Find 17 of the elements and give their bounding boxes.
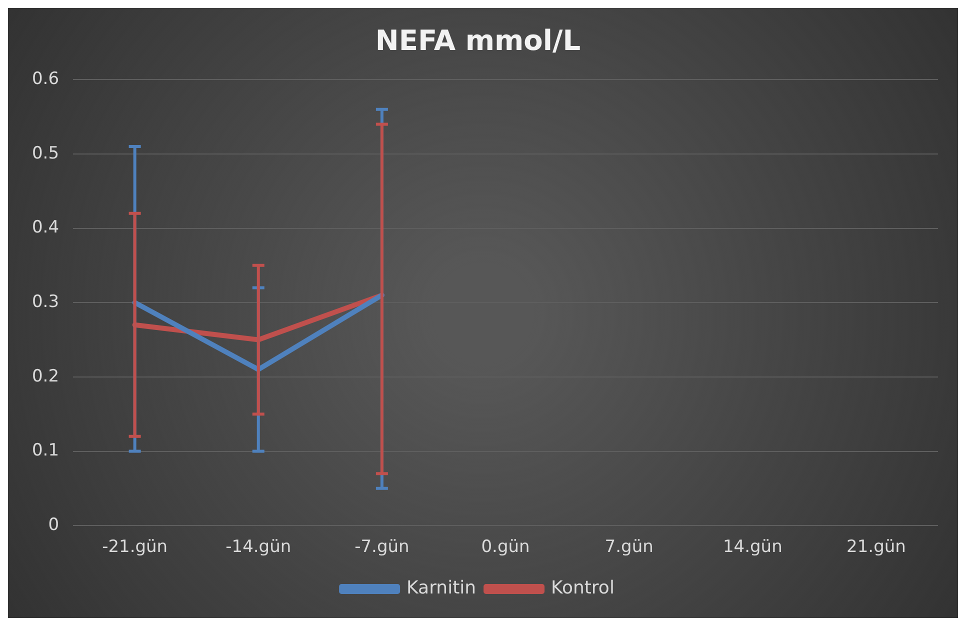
chart-title: NEFA mmol/L [375, 24, 581, 58]
x-tick-label: 14.gün [722, 537, 782, 558]
y-tick-label: 0.1 [32, 440, 60, 461]
y-tick-label: 0.3 [32, 292, 60, 312]
x-tick-label: 7.gün [604, 537, 654, 558]
x-tick-label: -7.gün [354, 537, 410, 558]
y-tick-label: 0.6 [32, 69, 60, 90]
x-tick-label: -21.gün [102, 537, 168, 558]
x-tick-label: -14.gün [226, 537, 292, 558]
y-tick-label: 0.5 [32, 143, 60, 164]
legend-label: Kontrol [551, 578, 614, 599]
y-tick-label: 0 [48, 515, 60, 536]
legend-label: Karnitin [406, 578, 476, 599]
x-tick-label: 21.gün [846, 537, 906, 558]
x-tick-label: 0.gün [481, 537, 530, 558]
y-tick-label: 0.2 [32, 366, 60, 386]
y-tick-label: 0.4 [32, 218, 60, 238]
